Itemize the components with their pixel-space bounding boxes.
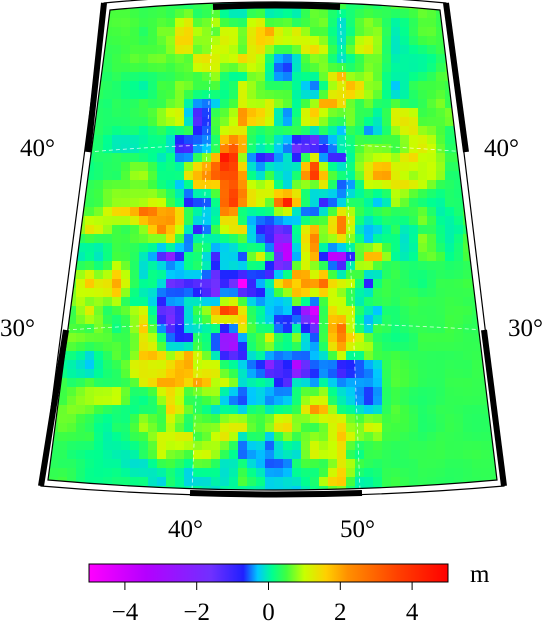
colorbar: −4 −2 0 2 4 m xyxy=(88,561,490,626)
anomaly-grid xyxy=(48,2,497,490)
colorbar-unit: m xyxy=(470,561,490,588)
colorbar-tick-label: 0 xyxy=(262,599,275,626)
graticule-lon40 xyxy=(191,9,214,491)
colorbar-ticks: −4 −2 0 2 4 xyxy=(112,582,419,626)
graticule-lon50 xyxy=(339,9,361,491)
colorbar-gradient xyxy=(88,563,449,583)
colorbar-tick-label: 4 xyxy=(406,599,419,626)
lat-label-30-right: 30° xyxy=(508,315,543,342)
lat-label-40-right: 40° xyxy=(484,135,519,162)
colorbar-tick-label: −2 xyxy=(183,599,210,626)
lat-label-40-left: 40° xyxy=(20,135,55,162)
lat-label-30-left: 30° xyxy=(0,315,35,342)
lon-label-50: 50° xyxy=(340,516,375,543)
graticule xyxy=(65,9,485,491)
graticule-lat40 xyxy=(87,143,467,153)
graticule-lat30 xyxy=(65,322,485,331)
colorbar-tick-label: 2 xyxy=(334,599,347,626)
map-frame xyxy=(38,0,507,498)
lon-label-40: 40° xyxy=(168,516,203,543)
colorbar-tick-label: −4 xyxy=(112,599,139,626)
